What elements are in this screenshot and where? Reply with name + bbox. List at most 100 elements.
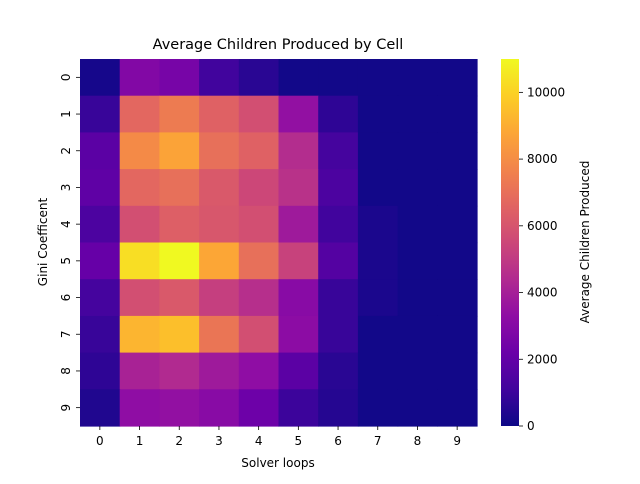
heatmap-cell	[159, 95, 200, 133]
heatmap-cell	[199, 352, 240, 390]
x-tick-label: 3	[215, 434, 223, 448]
heatmap-cell	[119, 242, 160, 280]
colorbar-tick-label: 0	[527, 419, 535, 433]
heatmap-cell	[238, 242, 280, 280]
heatmap-cell	[318, 205, 359, 244]
y-tick-label: 0	[59, 74, 73, 82]
heatmap-cell	[397, 315, 438, 354]
heatmap-cell	[437, 95, 478, 133]
heatmap-cell	[199, 205, 240, 244]
heatmap-cells	[80, 59, 478, 427]
heatmap-cell	[397, 169, 438, 207]
heatmap-cell	[119, 389, 160, 427]
heatmap-cell	[199, 242, 240, 280]
heatmap-cell	[397, 59, 438, 97]
heatmap-cell	[278, 132, 319, 170]
colorbar-title: Average Children Produced	[578, 161, 592, 324]
heatmap-cell	[437, 315, 478, 354]
heatmap-cell	[357, 315, 399, 354]
y-tick-label: 6	[59, 294, 73, 302]
heatmap-cell	[199, 389, 240, 427]
heatmap-cell	[199, 169, 240, 207]
colorbar-tick-label: 4000	[527, 286, 558, 300]
heatmap-cell	[119, 95, 160, 133]
x-tick-label: 1	[136, 434, 144, 448]
heatmap-cell	[238, 352, 280, 390]
heatmap-cell	[80, 205, 121, 244]
heatmap-cell	[437, 59, 478, 97]
heatmap-cell	[278, 205, 319, 244]
heatmap-cell	[318, 242, 359, 280]
colorbar-gradient	[501, 59, 519, 426]
heatmap-cell	[199, 279, 240, 317]
heatmap-cell	[437, 205, 478, 244]
heatmap-cell	[437, 132, 478, 170]
x-tick-label: 8	[414, 434, 422, 448]
heatmap-cell	[119, 169, 160, 207]
heatmap-cell	[159, 132, 200, 170]
heatmap-cell	[397, 352, 438, 390]
y-axis-title: Gini Coefficent	[36, 198, 50, 287]
heatmap-cell	[318, 59, 359, 97]
heatmap-cell	[238, 205, 280, 244]
y-axis: 0 1 2 3 4 5 6 7 8 9	[59, 74, 80, 411]
heatmap-cell	[80, 242, 121, 280]
x-tick-label: 7	[374, 434, 382, 448]
heatmap-cell	[318, 132, 359, 170]
heatmap-cell	[80, 279, 121, 317]
heatmap-cell	[238, 95, 280, 133]
heatmap-cell	[119, 59, 160, 97]
heatmap-cell	[318, 352, 359, 390]
heatmap-cell	[238, 169, 280, 207]
heatmap-cell	[80, 169, 121, 207]
heatmap-cell	[318, 315, 359, 354]
x-tick-label: 9	[453, 434, 461, 448]
colorbar-tick-label: 6000	[527, 219, 558, 233]
heatmap-cell	[119, 352, 160, 390]
heatmap-cell	[437, 169, 478, 207]
heatmap-cell	[159, 389, 200, 427]
heatmap-cell	[357, 389, 399, 427]
heatmap-cell	[357, 279, 399, 317]
heatmap-cell	[357, 169, 399, 207]
heatmap-cell	[159, 279, 200, 317]
x-tick-label: 4	[255, 434, 263, 448]
heatmap-cell	[80, 315, 121, 354]
heatmap-cell	[119, 132, 160, 170]
heatmap-cell	[318, 95, 359, 133]
heatmap-cell	[80, 95, 121, 133]
y-tick-label: 3	[59, 184, 73, 192]
heatmap-cell	[238, 59, 280, 97]
heatmap-cell	[199, 59, 240, 97]
heatmap-cell	[357, 59, 399, 97]
heatmap-cell	[437, 389, 478, 427]
heatmap-cell	[278, 279, 319, 317]
x-axis: 0 1 2 3 4 5 6 7 8 9	[96, 426, 461, 448]
y-tick-label: 5	[59, 257, 73, 265]
chart-title: Average Children Produced by Cell	[153, 37, 404, 53]
heatmap-cell	[80, 352, 121, 390]
x-tick-label: 6	[334, 434, 342, 448]
heatmap-cell	[318, 169, 359, 207]
heatmap-cell	[238, 279, 280, 317]
heatmap-cell	[119, 205, 160, 244]
heatmap-cell	[159, 169, 200, 207]
heatmap-cell	[397, 389, 438, 427]
heatmap-cell	[238, 132, 280, 170]
y-tick-label: 7	[59, 330, 73, 338]
heatmap-cell	[397, 132, 438, 170]
heatmap-cell	[357, 132, 399, 170]
heatmap-cell	[119, 279, 160, 317]
heatmap-cell	[199, 95, 240, 133]
x-axis-title: Solver loops	[241, 456, 314, 470]
heatmap-cell	[80, 132, 121, 170]
heatmap-cell	[397, 242, 438, 280]
colorbar-tick-label: 8000	[527, 152, 558, 166]
heatmap-cell	[238, 389, 280, 427]
heatmap-cell	[278, 352, 319, 390]
heatmap-cell	[397, 95, 438, 133]
heatmap-cell	[159, 59, 200, 97]
heatmap-cell	[159, 205, 200, 244]
heatmap-cell	[80, 389, 121, 427]
